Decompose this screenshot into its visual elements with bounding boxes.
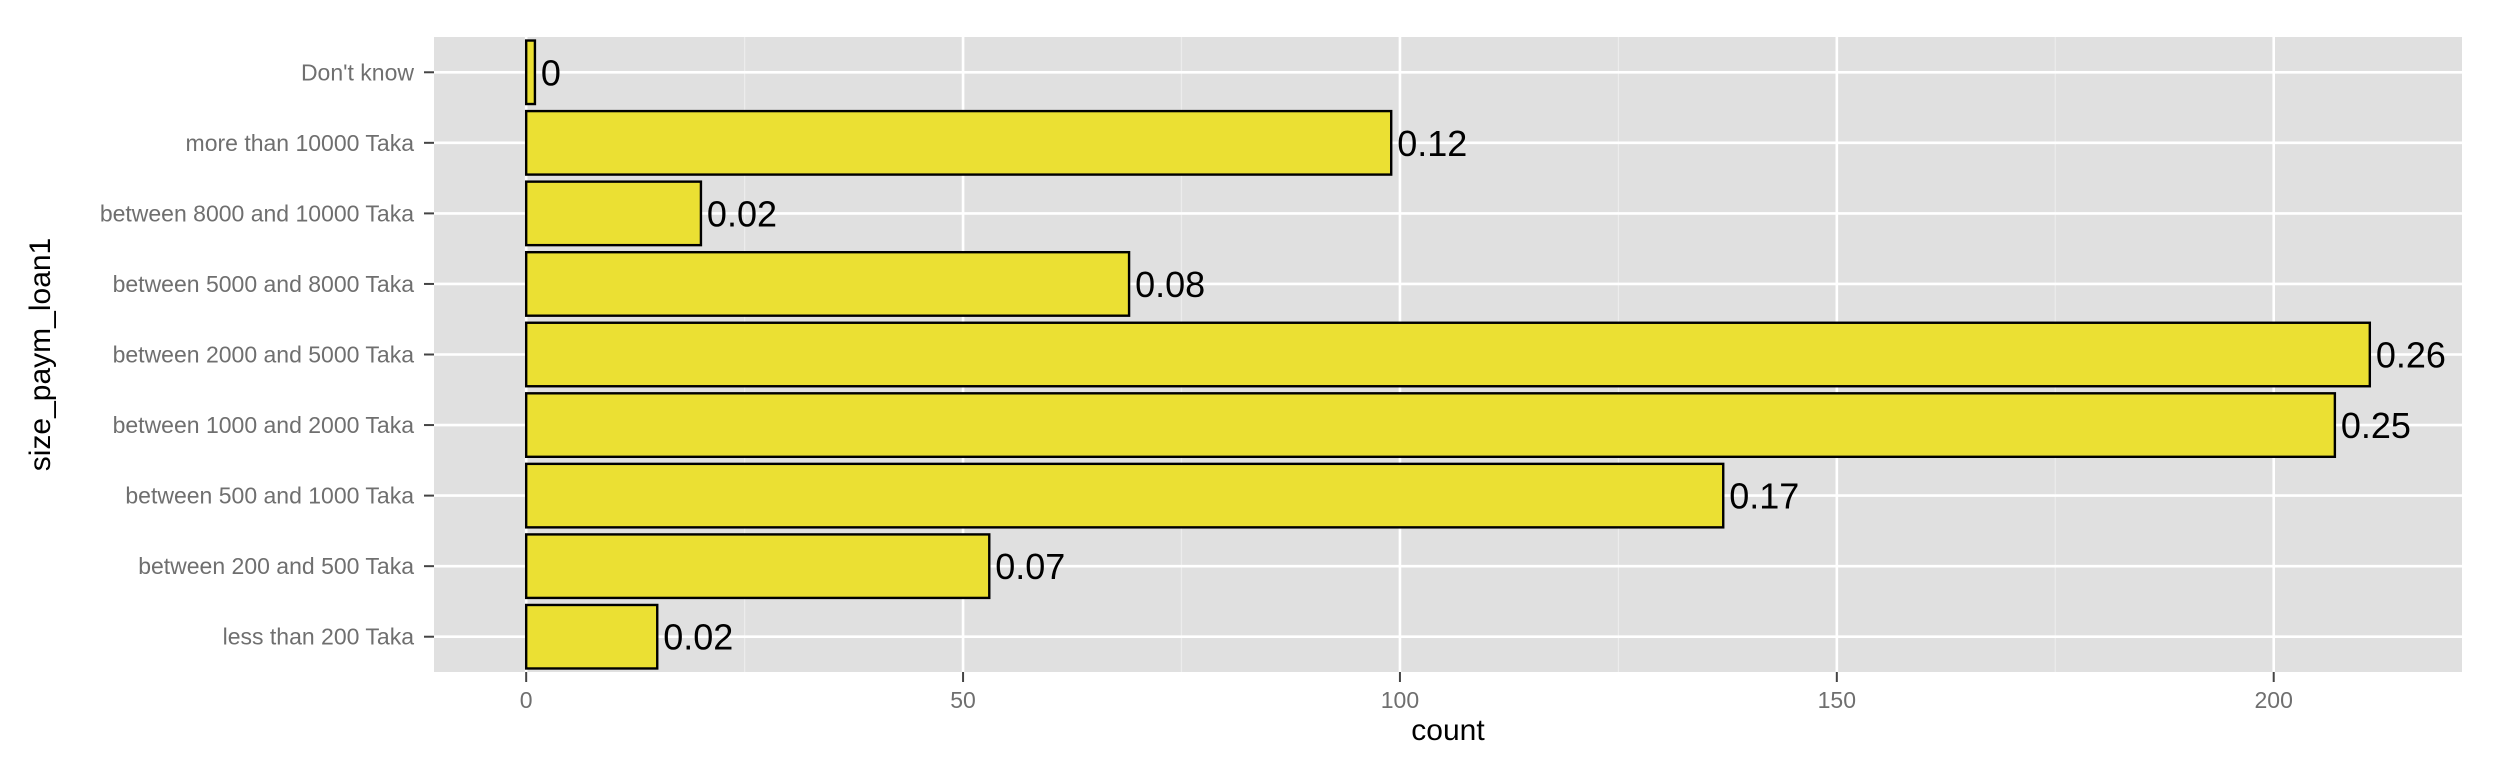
y-tick-label: Don't know	[301, 59, 414, 85]
y-tick-label: between 8000 and 10000 Taka	[100, 200, 414, 226]
x-axis-title: count	[1411, 714, 1485, 747]
bar-value-label: 0.12	[1397, 123, 1467, 164]
bar-value-label: 0	[541, 52, 561, 93]
bars	[524, 39, 2372, 670]
bar	[524, 462, 1725, 529]
bar-value-label: 0.02	[707, 193, 777, 234]
bar	[524, 109, 1393, 176]
data-labels: 0.02 0.07 0.17 0.25 0.26 0.08 0.02 0.12 0	[541, 52, 2446, 657]
y-tick-label: between 200 and 500 Taka	[138, 553, 414, 579]
x-tick-label: 100	[1381, 687, 1419, 713]
bar	[524, 180, 703, 247]
bar	[524, 321, 2372, 388]
axes: less than 200 Taka between 200 and 500 Ta…	[100, 59, 2293, 713]
x-tick-label: 200	[2255, 687, 2293, 713]
y-tick-label: between 500 and 1000 Taka	[125, 483, 414, 509]
bar-value-label: 0.02	[663, 617, 733, 658]
bar-value-label: 0.17	[1729, 476, 1799, 517]
bar	[524, 39, 537, 106]
bar-value-label: 0.07	[995, 546, 1065, 587]
bar-value-label: 0.08	[1135, 264, 1205, 305]
bar	[524, 533, 991, 600]
x-tick-label: 150	[1818, 687, 1856, 713]
bar	[524, 250, 1131, 317]
bar	[524, 392, 2337, 459]
x-tick-label: 0	[520, 687, 533, 713]
y-tick-label: less than 200 Taka	[223, 624, 415, 650]
bar	[524, 603, 659, 670]
y-tick-label: between 2000 and 5000 Taka	[113, 342, 415, 368]
y-tick-label: more than 10000 Taka	[186, 130, 415, 156]
y-tick-label: between 1000 and 2000 Taka	[113, 412, 415, 438]
bar-value-label: 0.25	[2341, 405, 2411, 446]
x-tick-label: 50	[950, 687, 976, 713]
y-axis-title: size_paym_loan1	[24, 238, 57, 471]
y-tick-label: between 5000 and 8000 Taka	[113, 271, 415, 297]
bar-value-label: 0.26	[2376, 335, 2446, 376]
